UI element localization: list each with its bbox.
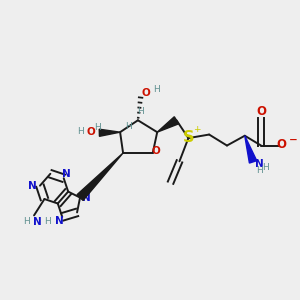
Text: H: H (153, 85, 160, 94)
Text: O: O (151, 146, 160, 156)
Text: N: N (82, 193, 90, 202)
Text: O: O (256, 106, 266, 118)
Text: H: H (262, 163, 269, 172)
Text: S: S (183, 130, 194, 145)
Polygon shape (77, 153, 123, 200)
Text: H: H (77, 128, 83, 136)
Text: O: O (142, 88, 151, 98)
Text: −: − (289, 135, 298, 145)
Polygon shape (99, 129, 120, 136)
Polygon shape (157, 117, 179, 132)
Text: N: N (28, 181, 37, 191)
Text: N: N (33, 217, 41, 227)
Text: H: H (23, 218, 30, 226)
Text: N: N (56, 216, 64, 226)
Text: O: O (86, 127, 95, 137)
Text: H: H (256, 166, 263, 175)
Text: N: N (255, 159, 264, 169)
Text: H: H (94, 123, 101, 132)
Text: O: O (277, 138, 287, 151)
Text: H: H (44, 218, 51, 226)
Text: +: + (193, 125, 200, 134)
Polygon shape (245, 136, 257, 163)
Text: N: N (62, 169, 70, 179)
Text: H: H (125, 122, 132, 131)
Text: H: H (137, 107, 144, 116)
